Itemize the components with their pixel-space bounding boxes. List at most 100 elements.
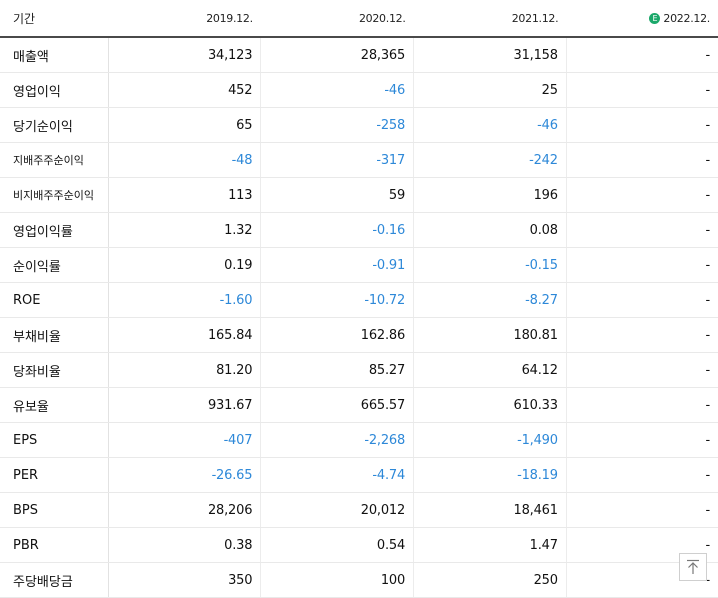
- value-cell: -10.72: [260, 282, 414, 318]
- value-cell: 665.57: [260, 387, 414, 423]
- value-cell: 0.54: [260, 527, 414, 563]
- table-row: 영업이익 452 -46 25-: [0, 72, 718, 108]
- value-cell: 18,461: [413, 492, 567, 528]
- estimate-icon: E: [649, 13, 661, 24]
- value-cell: 31,158: [413, 37, 567, 73]
- table-row: 영업이익률 1.32 -0.16 0.08-: [0, 212, 718, 248]
- value-cell: 25: [413, 72, 567, 108]
- value-cell: -0.15: [413, 247, 567, 283]
- value-cell: 196: [413, 177, 567, 213]
- value-cell: -: [565, 457, 718, 493]
- value-cell: -0.91: [260, 247, 414, 283]
- table-row: 당기순이익 65 -258 -46-: [0, 107, 718, 143]
- value-cell: -: [565, 387, 718, 423]
- value-cell: -: [565, 142, 718, 178]
- value-cell: -: [565, 352, 718, 388]
- arrow-up-to-top-icon: [687, 559, 699, 574]
- value-cell: -: [565, 177, 718, 213]
- value-cell: 1.32: [108, 212, 261, 248]
- value-cell: 28,206: [108, 492, 261, 528]
- value-cell: 113: [108, 177, 261, 213]
- column-header-2019: 2019.12.: [108, 0, 261, 38]
- row-label: 비지배주주순이익: [0, 177, 109, 213]
- value-cell: 180.81: [413, 317, 567, 353]
- value-cell: -: [565, 282, 718, 318]
- value-cell: -: [565, 492, 718, 528]
- row-label: 영업이익: [0, 72, 109, 108]
- value-cell: -18.19: [413, 457, 567, 493]
- table-row: ROE -1.60 -10.72 -8.27-: [0, 282, 718, 318]
- value-cell: 28,365: [260, 37, 414, 73]
- table-row: EPS -407 -2,268 -1,490-: [0, 422, 718, 458]
- row-label: BPS: [0, 492, 109, 528]
- table-row: 지배주주순이익 -48 -317 -242-: [0, 142, 718, 178]
- value-cell: 165.84: [108, 317, 261, 353]
- value-cell: -: [565, 212, 718, 248]
- value-cell: 452: [108, 72, 261, 108]
- column-header-2021: 2021.12.: [413, 0, 567, 38]
- value-cell: 162.86: [260, 317, 414, 353]
- row-label: 영업이익률: [0, 212, 109, 248]
- row-label: PBR: [0, 527, 109, 563]
- value-cell: -: [565, 422, 718, 458]
- table-row: 주당배당금 350 100 250-: [0, 562, 718, 598]
- column-header-2022-label: 2022.12.: [663, 11, 710, 25]
- value-cell: 931.67: [108, 387, 261, 423]
- row-label: 당좌비율: [0, 352, 109, 388]
- table-row: 순이익률 0.19 -0.91 -0.15-: [0, 247, 718, 283]
- table-row: PBR 0.38 0.54 1.47-: [0, 527, 718, 563]
- table-row: PER -26.65 -4.74 -18.19-: [0, 457, 718, 493]
- value-cell: 350: [108, 562, 261, 598]
- table-header-row: 기간 2019.12. 2020.12. 2021.12. E 2022.12.: [0, 0, 718, 38]
- table-row: BPS 28,206 20,012 18,461-: [0, 492, 718, 528]
- value-cell: -48: [108, 142, 261, 178]
- value-cell: 59: [260, 177, 414, 213]
- value-cell: 1.47: [413, 527, 567, 563]
- value-cell: -1,490: [413, 422, 567, 458]
- value-cell: -46: [413, 107, 567, 143]
- value-cell: 85.27: [260, 352, 414, 388]
- value-cell: -258: [260, 107, 414, 143]
- value-cell: 100: [260, 562, 414, 598]
- table-row: 비지배주주순이익 113 59 196-: [0, 177, 718, 213]
- row-label: EPS: [0, 422, 109, 458]
- value-cell: 64.12: [413, 352, 567, 388]
- value-cell: -: [565, 107, 718, 143]
- period-header: 기간: [0, 0, 109, 38]
- table-row: 매출액 34,123 28,365 31,158-: [0, 37, 718, 73]
- value-cell: -46: [260, 72, 414, 108]
- column-header-2020: 2020.12.: [260, 0, 414, 38]
- value-cell: -8.27: [413, 282, 567, 318]
- value-cell: -26.65: [108, 457, 261, 493]
- row-label: 매출액: [0, 37, 109, 73]
- row-label: 주당배당금: [0, 562, 109, 598]
- column-header-2022-estimate: E 2022.12.: [566, 0, 718, 38]
- value-cell: 20,012: [260, 492, 414, 528]
- scroll-to-top-button[interactable]: [679, 553, 707, 581]
- value-cell: -242: [413, 142, 567, 178]
- value-cell: -: [565, 37, 718, 73]
- value-cell: -4.74: [260, 457, 414, 493]
- value-cell: 0.38: [108, 527, 261, 563]
- value-cell: -407: [108, 422, 261, 458]
- value-cell: -: [565, 247, 718, 283]
- value-cell: -0.16: [260, 212, 414, 248]
- value-cell: 0.19: [108, 247, 261, 283]
- table-row: 당좌비율 81.20 85.27 64.12-: [0, 352, 718, 388]
- row-label: ROE: [0, 282, 109, 318]
- value-cell: 250: [413, 562, 567, 598]
- table-row: 부채비율 165.84 162.86 180.81-: [0, 317, 718, 353]
- value-cell: -: [565, 317, 718, 353]
- value-cell: -: [565, 72, 718, 108]
- value-cell: 0.08: [413, 212, 567, 248]
- value-cell: -317: [260, 142, 414, 178]
- row-label: 부채비율: [0, 317, 109, 353]
- row-label: 유보율: [0, 387, 109, 423]
- value-cell: 81.20: [108, 352, 261, 388]
- row-label: 당기순이익: [0, 107, 109, 143]
- value-cell: 65: [108, 107, 261, 143]
- row-label: 지배주주순이익: [0, 142, 109, 178]
- value-cell: 34,123: [108, 37, 261, 73]
- table-row: 유보율 931.67 665.57 610.33-: [0, 387, 718, 423]
